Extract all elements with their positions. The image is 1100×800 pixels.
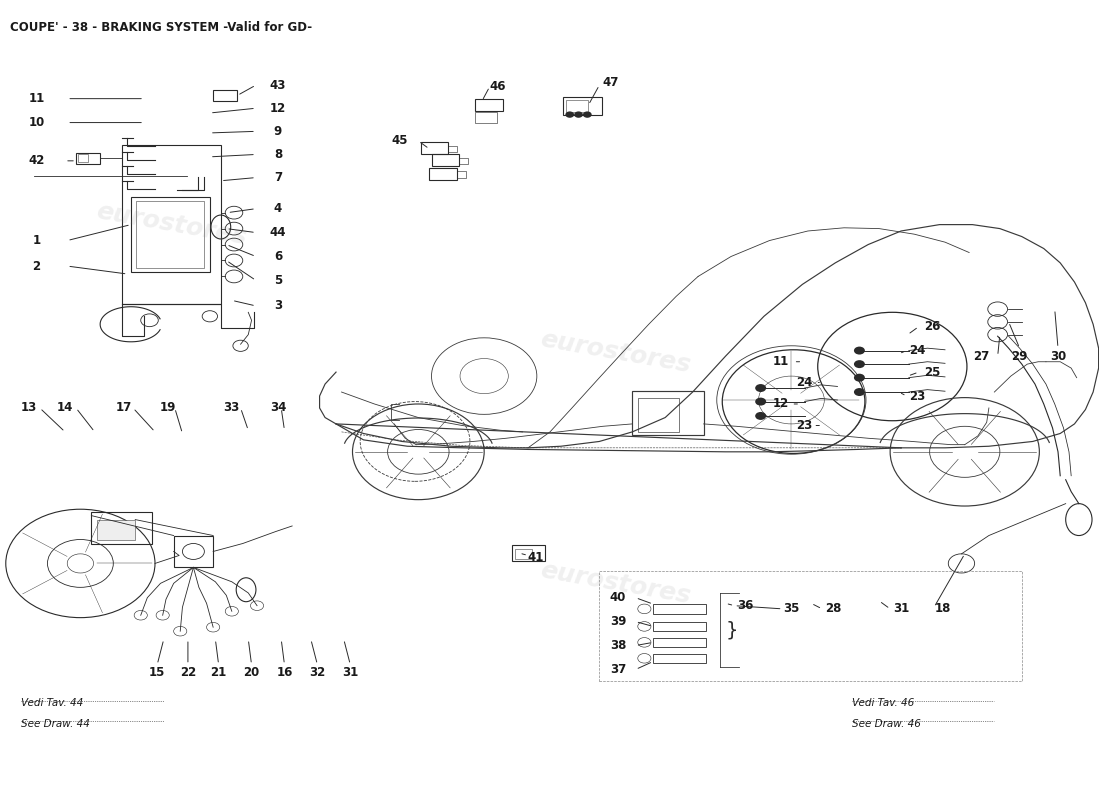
Text: 38: 38	[609, 639, 626, 652]
Text: 1: 1	[32, 234, 41, 247]
Text: eurostores: eurostores	[539, 558, 693, 609]
Circle shape	[756, 398, 767, 406]
Bar	[429, 168, 456, 180]
Text: 47: 47	[602, 76, 618, 90]
Text: 7: 7	[274, 171, 282, 184]
Bar	[122, 145, 221, 304]
Text: 18: 18	[935, 602, 952, 615]
Text: 30: 30	[1049, 350, 1066, 362]
Text: 12: 12	[772, 398, 789, 410]
Bar	[653, 622, 706, 631]
Text: 10: 10	[29, 116, 45, 129]
Text: eurostores: eurostores	[539, 327, 693, 378]
Bar	[566, 100, 588, 112]
Text: 41: 41	[528, 551, 543, 564]
Text: See Draw. 44: See Draw. 44	[21, 719, 90, 729]
Text: 14: 14	[57, 402, 74, 414]
Text: COUPE' - 38 - BRAKING SYSTEM -Valid for GD-: COUPE' - 38 - BRAKING SYSTEM -Valid for …	[10, 22, 312, 34]
Text: 25: 25	[924, 366, 940, 378]
Bar	[97, 519, 135, 539]
Text: 46: 46	[490, 80, 506, 93]
Text: 20: 20	[243, 666, 260, 679]
Text: 24: 24	[796, 376, 813, 389]
Bar	[632, 391, 704, 435]
Text: 37: 37	[609, 663, 626, 676]
Text: 17: 17	[117, 402, 132, 414]
Text: 21: 21	[210, 666, 227, 679]
Circle shape	[756, 412, 767, 420]
Bar	[475, 99, 503, 111]
Text: Vedi Tav. 46: Vedi Tav. 46	[851, 698, 914, 708]
Text: 40: 40	[609, 591, 626, 604]
Bar	[78, 154, 88, 162]
Text: eurostores: eurostores	[95, 199, 249, 250]
Text: 2: 2	[32, 259, 41, 273]
Bar	[213, 90, 238, 101]
Bar	[638, 398, 680, 432]
Text: 12: 12	[270, 102, 286, 114]
Bar	[174, 535, 213, 567]
Bar	[91, 512, 152, 543]
Bar	[431, 154, 459, 166]
Text: 22: 22	[179, 666, 196, 679]
Circle shape	[583, 111, 592, 118]
Bar	[653, 654, 706, 663]
Circle shape	[854, 360, 865, 368]
Bar	[459, 158, 468, 164]
Circle shape	[565, 111, 574, 118]
Circle shape	[854, 388, 865, 396]
Text: 33: 33	[223, 402, 240, 414]
Bar	[515, 549, 532, 558]
Bar	[600, 570, 1022, 681]
Text: 19: 19	[160, 402, 176, 414]
Text: 31: 31	[893, 602, 910, 615]
Bar	[653, 604, 706, 614]
Text: 31: 31	[342, 666, 359, 679]
Bar	[475, 112, 497, 122]
Text: 16: 16	[276, 666, 293, 679]
Text: 27: 27	[974, 350, 989, 362]
Text: 32: 32	[309, 666, 326, 679]
Text: 34: 34	[270, 402, 286, 414]
Text: Vedi Tav. 44: Vedi Tav. 44	[21, 698, 84, 708]
Text: 11: 11	[29, 92, 45, 105]
Text: 23: 23	[910, 390, 926, 402]
Bar	[512, 545, 544, 561]
Bar	[420, 142, 448, 154]
Bar	[76, 153, 100, 164]
Text: 42: 42	[29, 154, 45, 167]
Bar	[448, 146, 456, 152]
Text: 15: 15	[148, 666, 165, 679]
Text: 43: 43	[270, 78, 286, 91]
Circle shape	[756, 384, 767, 392]
Text: 44: 44	[270, 226, 286, 239]
Bar	[653, 638, 706, 647]
Text: 45: 45	[392, 134, 408, 147]
Circle shape	[854, 346, 865, 354]
Text: 28: 28	[825, 602, 842, 615]
Text: 5: 5	[274, 274, 282, 287]
Text: 3: 3	[274, 299, 282, 313]
Text: 26: 26	[924, 320, 940, 333]
Circle shape	[854, 374, 865, 382]
Bar	[563, 97, 602, 114]
Bar	[456, 171, 465, 178]
Text: See Draw. 46: See Draw. 46	[851, 719, 921, 729]
Text: 13: 13	[21, 402, 37, 414]
Text: 23: 23	[796, 419, 813, 432]
Circle shape	[574, 111, 583, 118]
Text: 8: 8	[274, 148, 282, 161]
Bar	[131, 197, 210, 273]
Text: 36: 36	[737, 599, 754, 612]
Text: 29: 29	[1011, 350, 1027, 362]
Text: 39: 39	[609, 615, 626, 628]
Text: 35: 35	[783, 602, 800, 615]
Text: 11: 11	[772, 355, 789, 368]
Text: 4: 4	[274, 202, 282, 215]
Text: 24: 24	[910, 344, 926, 357]
Bar	[136, 201, 205, 269]
Text: 6: 6	[274, 250, 282, 263]
Text: 9: 9	[274, 125, 282, 138]
Text: }: }	[726, 621, 738, 640]
